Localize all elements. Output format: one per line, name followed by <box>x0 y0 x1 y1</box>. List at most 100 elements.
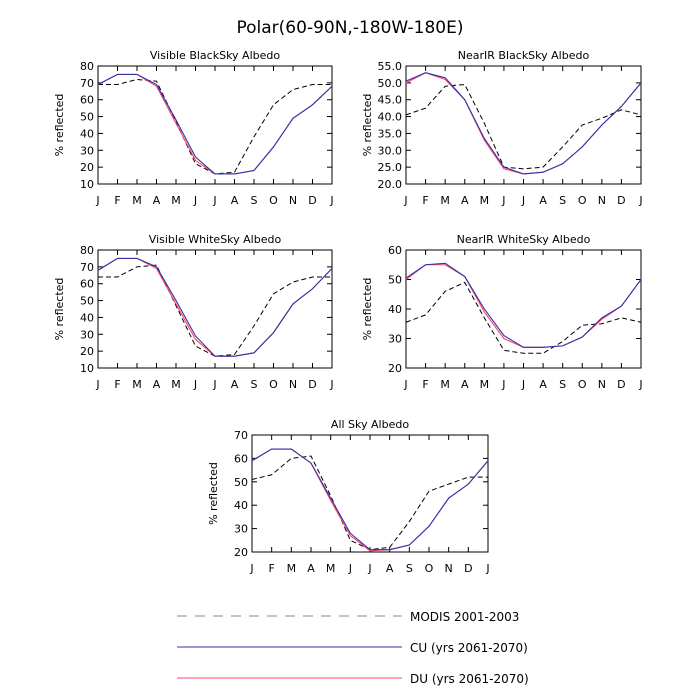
x-tick-label: M <box>480 378 490 391</box>
x-tick-label: J <box>638 194 642 207</box>
panel-title: Visible WhiteSky Albedo <box>149 233 282 246</box>
y-tick-label: 60 <box>80 94 94 107</box>
x-tick-label: J <box>403 194 407 207</box>
series-line-modis <box>251 455 488 551</box>
x-tick-label: M <box>132 378 142 391</box>
legend-label-cu: CU (yrs 2061-2070) <box>410 641 528 655</box>
y-tick-label: 50 <box>388 274 402 287</box>
x-tick-label: M <box>326 562 336 575</box>
y-tick-label: 10 <box>80 362 94 375</box>
y-tick-label: 40 <box>80 127 94 140</box>
x-tick-label: S <box>251 194 258 207</box>
x-tick-label: M <box>440 194 450 207</box>
y-tick-label: 60 <box>234 452 248 465</box>
legend-label-du: DU (yrs 2061-2070) <box>410 672 529 686</box>
series-line-modis <box>405 84 642 170</box>
x-tick-label: J <box>485 562 489 575</box>
plot-frame <box>97 65 333 185</box>
series-line-cu <box>97 257 333 357</box>
x-tick-label: D <box>464 562 472 575</box>
plot-frame <box>405 249 642 369</box>
x-tick-label: J <box>521 378 525 391</box>
y-tick-label: 60 <box>80 278 94 291</box>
y-tick-label: 20 <box>234 546 248 559</box>
y-tick-label: 70 <box>234 429 248 442</box>
series-line-modis <box>98 78 332 175</box>
x-tick-label: J <box>501 194 505 207</box>
y-tick-label: 50 <box>234 476 248 489</box>
y-tick-label: 45.0 <box>378 94 403 107</box>
x-tick-label: M <box>171 378 181 391</box>
x-tick-label: J <box>638 378 642 391</box>
y-tick-label: 30 <box>388 333 402 346</box>
x-tick-label: A <box>231 194 239 207</box>
x-tick-label: F <box>114 378 120 391</box>
x-tick-label: J <box>212 194 216 207</box>
x-tick-label: J <box>329 378 333 391</box>
chart-panel-1: Visible BlackSky Albedo 10 20 30 40 50 60 70 80 J… <box>53 49 334 207</box>
x-tick-label: M <box>171 194 181 207</box>
x-tick-label: D <box>308 378 316 391</box>
x-tick-label: A <box>153 378 161 391</box>
panel-title: NearIR BlackSky Albedo <box>458 49 590 62</box>
series-line-cu <box>251 448 489 551</box>
y-tick-label: 30.0 <box>378 144 403 157</box>
x-tick-label: S <box>251 378 258 391</box>
y-tick-label: 70 <box>80 261 94 274</box>
x-tick-label: N <box>289 378 297 391</box>
x-tick-label: N <box>445 562 453 575</box>
x-tick-label: J <box>193 378 197 391</box>
y-tick-label: 40 <box>234 499 248 512</box>
series-line-du <box>405 264 642 348</box>
y-tick-label: 55.0 <box>378 60 403 73</box>
x-tick-label: J <box>329 194 333 207</box>
x-tick-label: S <box>559 194 566 207</box>
x-tick-label: N <box>598 194 606 207</box>
x-tick-label: A <box>386 562 394 575</box>
x-tick-label: O <box>578 378 587 391</box>
x-tick-label: J <box>501 378 505 391</box>
plot-frame <box>251 434 489 553</box>
legend-label-modis: MODIS 2001-2003 <box>410 610 519 624</box>
panel-title: Visible BlackSky Albedo <box>150 49 280 62</box>
x-tick-label: S <box>406 562 413 575</box>
x-tick-label: O <box>269 378 278 391</box>
legend: MODIS 2001-2003 CU (yrs 2061-2070) DU (y… <box>177 610 529 686</box>
x-tick-label: J <box>367 562 371 575</box>
x-tick-label: A <box>539 194 547 207</box>
x-tick-label: J <box>249 562 253 575</box>
x-tick-label: J <box>348 562 352 575</box>
x-tick-label: J <box>521 194 525 207</box>
series-line-modis <box>98 264 332 357</box>
plot-frame <box>97 249 333 369</box>
y-axis-label: % reflected <box>361 278 374 341</box>
series-line-du <box>97 257 333 357</box>
y-tick-label: 10 <box>80 178 94 191</box>
x-tick-label: N <box>289 194 297 207</box>
x-tick-label: M <box>480 194 490 207</box>
x-tick-label: J <box>95 194 99 207</box>
y-tick-label: 30 <box>234 523 248 536</box>
y-tick-label: 50 <box>80 111 94 124</box>
x-tick-label: A <box>307 562 315 575</box>
y-tick-label: 40.0 <box>378 111 403 124</box>
x-tick-label: M <box>132 194 142 207</box>
x-tick-label: D <box>617 194 625 207</box>
y-tick-label: 20 <box>80 345 94 358</box>
chart-panel-3: Visible WhiteSky Albedo 10 20 30 40 50 60 70 80 J… <box>53 233 334 391</box>
y-tick-label: 20 <box>388 362 402 375</box>
series-line-modis <box>405 281 642 354</box>
y-tick-label: 20 <box>80 161 94 174</box>
x-tick-label: M <box>287 562 297 575</box>
y-tick-label: 40 <box>388 303 402 316</box>
x-tick-label: A <box>153 194 161 207</box>
x-tick-label: D <box>308 194 316 207</box>
x-tick-label: J <box>212 378 216 391</box>
x-tick-label: A <box>461 194 469 207</box>
y-tick-label: 50 <box>80 295 94 308</box>
x-tick-label: O <box>578 194 587 207</box>
series-line-cu <box>405 262 642 348</box>
y-tick-label: 30 <box>80 328 94 341</box>
series-line-du <box>97 73 333 175</box>
